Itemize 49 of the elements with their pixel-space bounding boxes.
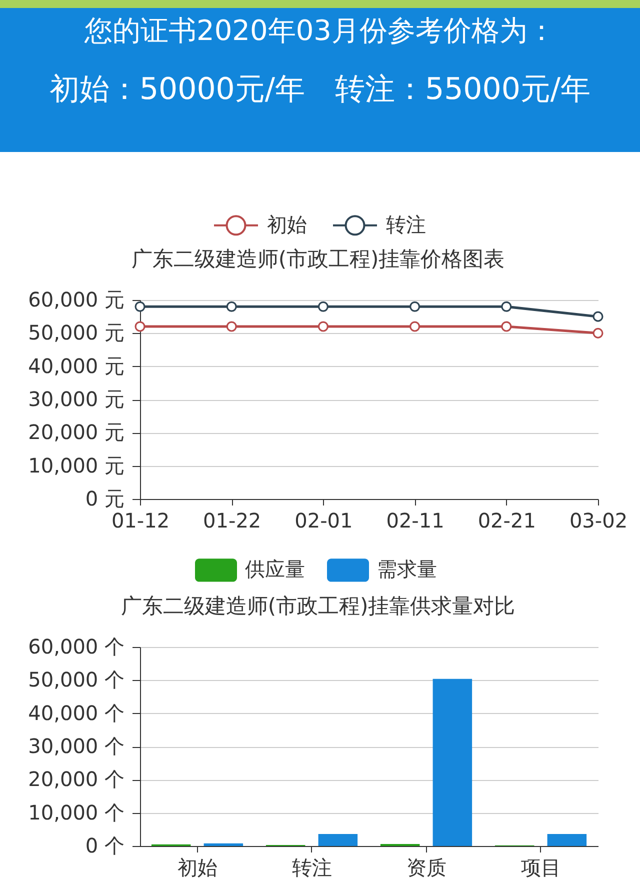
x-tick-label: 转注 <box>292 856 332 880</box>
legend-label: 供应量 <box>245 557 305 582</box>
y-tick-label: 20,000 个 <box>28 767 124 792</box>
y-tick-label: 0 元 <box>85 486 124 510</box>
point <box>318 321 328 332</box>
legend-label: 转注 <box>386 212 426 236</box>
y-tick-label: 0 个 <box>85 834 124 858</box>
x-tick-label: 03-02 <box>569 508 628 532</box>
bar <box>204 843 244 846</box>
y-tick-label: 60,000 元 <box>28 288 124 312</box>
y-tick-label: 20,000 元 <box>28 420 124 444</box>
point <box>410 321 420 332</box>
bar <box>318 834 358 846</box>
y-tick-label: 10,000 元 <box>28 453 124 478</box>
chart-title: 广东二级建造师(市政工程)挂靠价格图表 <box>131 247 505 271</box>
bar <box>547 834 587 846</box>
y-tick-label: 50,000 元 <box>28 320 124 345</box>
bar <box>432 678 472 846</box>
point <box>592 311 604 322</box>
x-tick-label: 01-12 <box>111 508 170 532</box>
y-tick-label: 30,000 元 <box>28 387 124 411</box>
point <box>134 301 146 312</box>
point <box>501 321 512 332</box>
point <box>501 301 512 312</box>
y-tick-label: 30,000 个 <box>28 734 124 758</box>
text: 您的证书2020年03月份参考价格为： <box>84 14 556 47</box>
text: 初始：50000元/年 <box>49 72 306 107</box>
x-tick-label: 02-01 <box>294 508 353 532</box>
text: 转注：55000元/年 <box>335 72 591 107</box>
x-tick-label: 资质 <box>406 856 446 880</box>
point <box>226 321 237 332</box>
y-tick-label: 60,000 个 <box>28 634 124 658</box>
x-tick-label: 项目 <box>520 856 561 880</box>
x-tick-label: 01-22 <box>203 508 262 532</box>
x-tick-label: 02-11 <box>386 508 444 532</box>
chart-title: 广东二级建造师(市政工程)挂靠供求量对比 <box>120 594 516 618</box>
legend-label: 初始 <box>267 212 307 236</box>
point <box>592 328 604 338</box>
y-tick-label: 50,000 个 <box>28 668 124 692</box>
x-tick-label: 02-21 <box>478 508 536 532</box>
y-tick-label: 10,000 个 <box>28 800 124 824</box>
point <box>318 301 328 312</box>
y-tick-label: 40,000 个 <box>28 700 124 725</box>
y-tick-label: 40,000 元 <box>28 354 124 378</box>
legend-label: 需求量 <box>377 557 437 582</box>
point <box>134 321 146 332</box>
point <box>226 301 237 312</box>
x-tick-label: 初始 <box>177 856 218 880</box>
point <box>410 301 420 312</box>
